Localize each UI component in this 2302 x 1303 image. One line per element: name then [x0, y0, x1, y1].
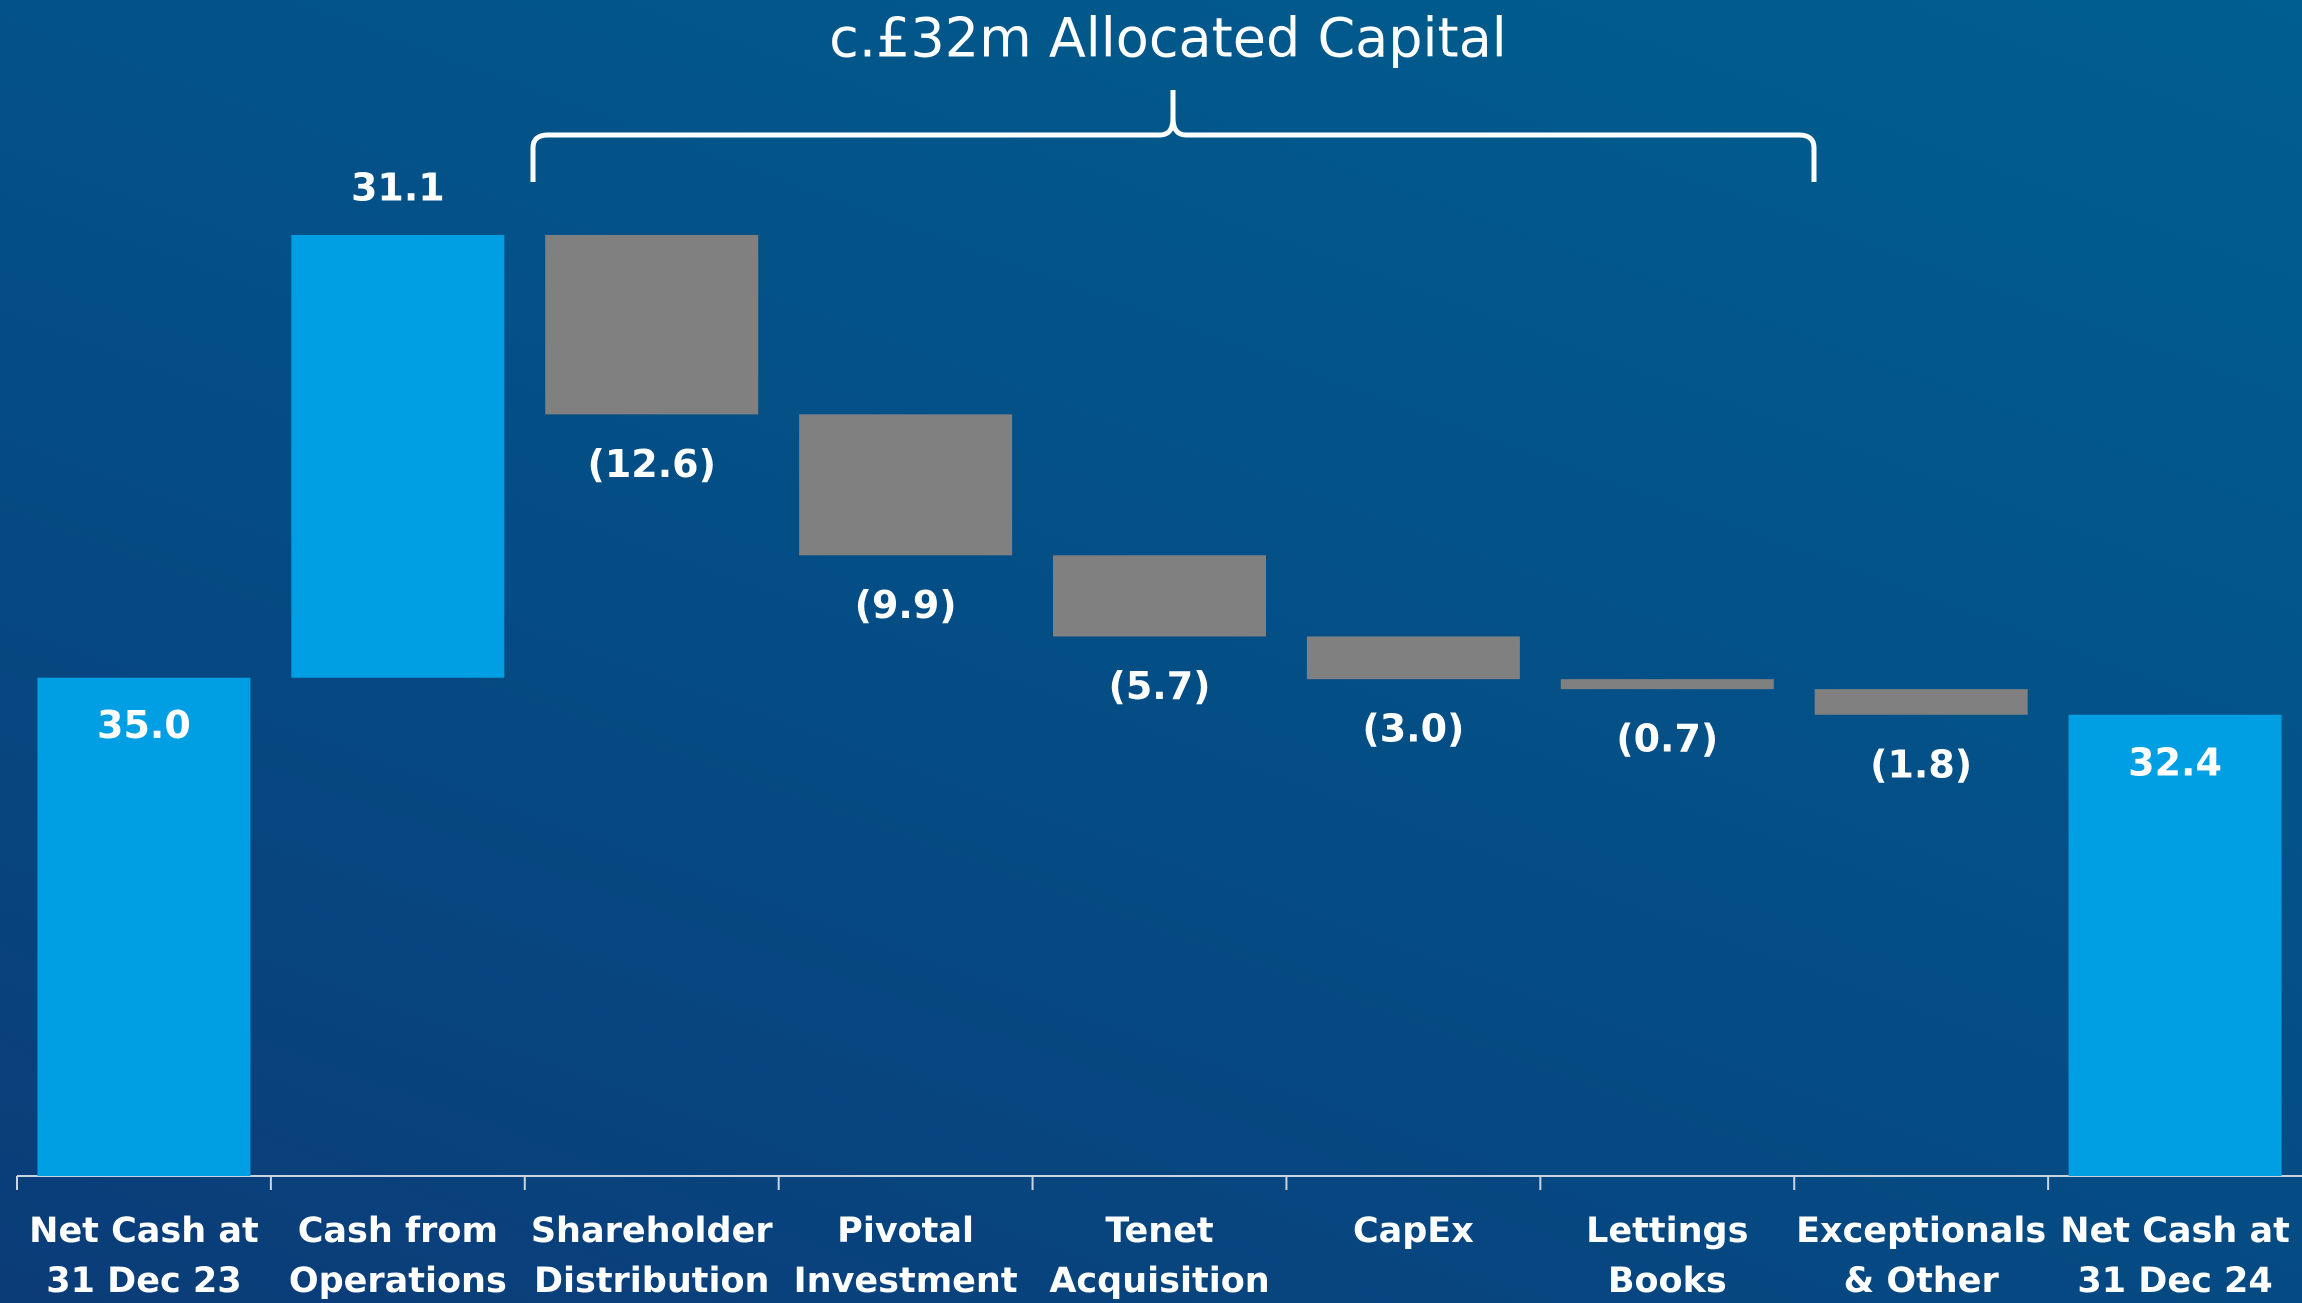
- value-label: (5.7): [1108, 664, 1210, 708]
- value-label: (12.6): [587, 442, 716, 486]
- x-tick-label: Tenet Acquisition: [1049, 1211, 1269, 1301]
- bar: [291, 235, 505, 678]
- x-tick-label: Net Cash at 31 Dec 24: [2060, 1211, 2290, 1301]
- x-tick-label: Pivotal Investment: [794, 1211, 1018, 1301]
- value-label: (9.9): [855, 583, 957, 627]
- value-label: (0.7): [1616, 717, 1718, 761]
- value-label: (1.8): [1870, 742, 1972, 786]
- bar: [37, 677, 251, 1176]
- bar: [545, 235, 759, 415]
- x-tick-label: Net Cash at 31 Dec 23: [29, 1211, 259, 1301]
- bar: [1814, 689, 2028, 715]
- x-tick-label: Lettings Books: [1586, 1211, 1748, 1301]
- x-tick-label: Shareholder Distribution: [531, 1211, 773, 1301]
- x-tick-label: Cash from Operations: [289, 1211, 507, 1301]
- value-label: 31.1: [351, 166, 445, 210]
- brace: [530, 90, 1817, 182]
- bar: [1053, 555, 1266, 637]
- value-label: 32.4: [2128, 740, 2222, 784]
- bar: [1306, 636, 1520, 680]
- value-label: (3.0): [1362, 707, 1464, 751]
- x-tick-label: CapEx: [1353, 1211, 1474, 1251]
- value-label: 35.0: [97, 703, 191, 747]
- annotation: c.£32m Allocated Capital: [829, 7, 1507, 70]
- bar: [2068, 714, 2282, 1176]
- x-tick-label: Exceptionals & Other: [1796, 1211, 2046, 1301]
- bar: [1560, 679, 1774, 690]
- bar: [799, 414, 1013, 556]
